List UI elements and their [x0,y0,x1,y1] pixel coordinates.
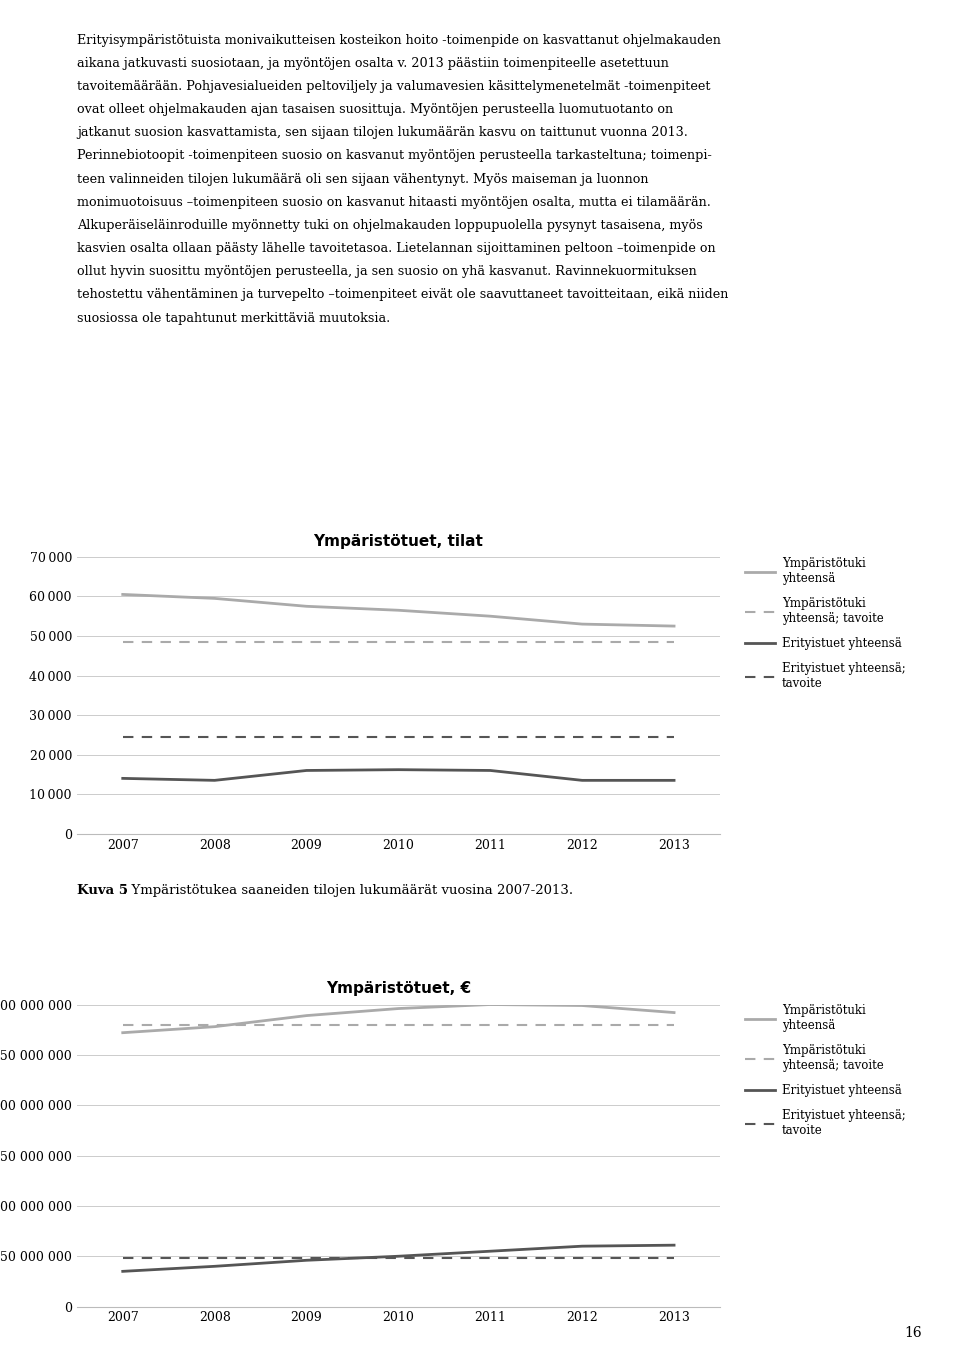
Text: Kuva 5: Kuva 5 [77,884,128,897]
Text: ollut hyvin suosittu myöntöjen perusteella, ja sen suosio on yhä kasvanut. Ravin: ollut hyvin suosittu myöntöjen perusteel… [77,265,697,279]
Text: Alkuperäiseläinroduille myönnetty tuki on ohjelmakauden loppupuolella pysynyt ta: Alkuperäiseläinroduille myönnetty tuki o… [77,220,703,232]
Text: Perinnebiotoopit -toimenpiteen suosio on kasvanut myöntöjen perusteella tarkaste: Perinnebiotoopit -toimenpiteen suosio on… [77,150,711,163]
Legend: Ympäristötuki
yhteensä, Ympäristötuki
yhteensä; tavoite, Erityistuet yhteensä, E: Ympäristötuki yhteensä, Ympäristötuki yh… [745,1005,905,1137]
Text: aikana jatkuvasti suosiotaan, ja myöntöjen osalta v. 2013 päästiin toimenpiteell: aikana jatkuvasti suosiotaan, ja myöntöj… [77,57,669,70]
Text: tavoitemäärään. Pohjavesialueiden peltoviljely ja valumavesien käsittelymenetelm: tavoitemäärään. Pohjavesialueiden peltov… [77,79,710,93]
Text: monimuotoisuus –toimenpiteen suosio on kasvanut hitaasti myöntöjen osalta, mutta: monimuotoisuus –toimenpiteen suosio on k… [77,195,710,209]
Text: . Ympäristötukea saaneiden tilojen lukumäärät vuosina 2007-2013.: . Ympäristötukea saaneiden tilojen lukum… [123,884,573,897]
Text: 16: 16 [904,1327,922,1340]
Text: kasvien osalta ollaan päästy lähelle tavoitetasoa. Lietelannan sijoittaminen pel: kasvien osalta ollaan päästy lähelle tav… [77,242,715,255]
Legend: Ympäristötuki
yhteensä, Ympäristötuki
yhteensä; tavoite, Erityistuet yhteensä, E: Ympäristötuki yhteensä, Ympäristötuki yh… [745,558,905,690]
Title: Ympäristötuet, €: Ympäristötuet, € [325,982,471,997]
Text: teen valinneiden tilojen lukumäärä oli sen sijaan vähentynyt. Myös maiseman ja l: teen valinneiden tilojen lukumäärä oli s… [77,172,648,186]
Text: suosiossa ole tapahtunut merkittäviä muutoksia.: suosiossa ole tapahtunut merkittäviä muu… [77,311,390,325]
Text: tehostettu vähentäminen ja turvepelto –toimenpiteet eivät ole saavuttaneet tavoi: tehostettu vähentäminen ja turvepelto –t… [77,288,729,302]
Text: ovat olleet ohjelmakauden ajan tasaisen suosittuja. Myöntöjen perusteella luomut: ovat olleet ohjelmakauden ajan tasaisen … [77,104,673,116]
Text: jatkanut suosion kasvattamista, sen sijaan tilojen lukumäärän kasvu on taittunut: jatkanut suosion kasvattamista, sen sija… [77,127,687,139]
Text: Erityisympäristötuista monivaikutteisen kosteikon hoito -toimenpide on kasvattan: Erityisympäristötuista monivaikutteisen … [77,34,721,47]
Title: Ympäristötuet, tilat: Ympäristötuet, tilat [314,533,483,548]
